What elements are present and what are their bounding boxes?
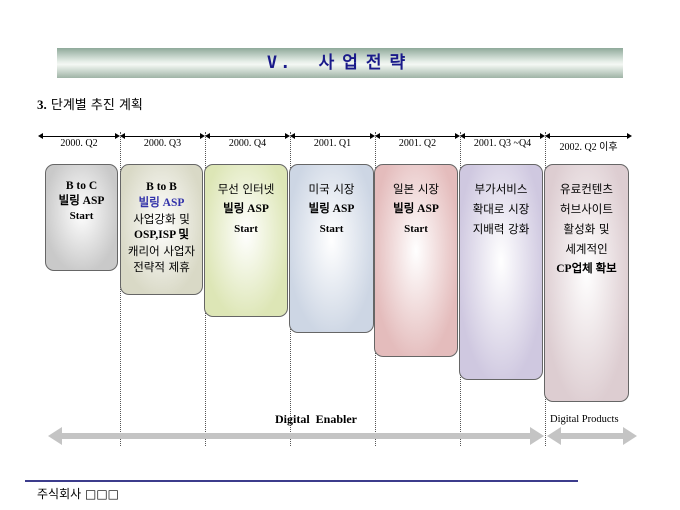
phase-box-line: 빌링 ASP (308, 203, 355, 215)
phase-box-line: CP업체 확보 (556, 263, 617, 275)
digital-products-arrow (547, 427, 637, 445)
phase-box: B to C 빌링 ASP Start (45, 164, 118, 271)
phase-box-line: Start (404, 223, 428, 235)
section-banner: V. 사업전략 (57, 48, 623, 78)
phase-box-line: 확대로 시장 (472, 202, 530, 216)
phase-box-line: Start (69, 210, 94, 222)
phase-box-line: OSP,ISP 및 (134, 229, 189, 241)
phase-box-line: Start (319, 223, 344, 235)
period-arrow (38, 133, 120, 139)
period-arrow (375, 133, 460, 139)
period-arrow (120, 133, 205, 139)
phase-box-line: 빌링 ASP (138, 197, 185, 209)
period-arrow (205, 133, 290, 139)
period-label: 2002. Q2 이후 (559, 142, 618, 153)
phase-box-line: 일본 시장 (393, 182, 439, 196)
period-arrow (290, 133, 375, 139)
chapter-numeral: V. (266, 53, 294, 73)
section-number: 3. (37, 97, 47, 112)
period-label: 2001. Q2 (398, 138, 437, 149)
phase-box-line: B to C (65, 180, 98, 192)
digital-enabler-label: Digital Enabler (275, 412, 358, 426)
phase-box-line: 허브사이트 (560, 202, 613, 216)
chapter-title: 사업전략 (318, 53, 414, 73)
footer-company: 주식회사 □□□ (37, 487, 119, 501)
phase-box-line: 사업강화 및 (133, 212, 190, 226)
phase-box-line: B to B (146, 181, 177, 193)
period-label: 2001. Q1 (313, 138, 352, 149)
phase-box-line: 부가서비스 (474, 182, 528, 196)
period-label: 2000. Q2 (60, 138, 98, 149)
digital-products-label: Digital Products (550, 414, 619, 425)
period-arrow (460, 133, 545, 139)
phase-box-line: 빌링 ASP (393, 203, 439, 215)
phase-box-line: 무선 인터넷 (217, 182, 275, 196)
phase-box-line: 세계적인 (565, 242, 608, 256)
phase-box-line: 빌링 ASP (58, 195, 105, 207)
period-label: 2001. Q3 ~Q4 (473, 138, 532, 149)
phase-box-line: 지배력 강화 (472, 222, 530, 236)
digital-enabler-arrow (48, 427, 544, 445)
phase-box-line: 전략적 제휴 (133, 260, 190, 274)
period-arrow (545, 133, 632, 139)
section-title: 단계별 추진 계획 (50, 98, 143, 113)
period-label: 2000. Q3 (143, 138, 182, 149)
footer-divider (25, 480, 578, 482)
phase-box-line: 미국 시장 (308, 182, 355, 196)
phase-box-line: 유료컨텐츠 (560, 182, 613, 196)
section-heading: 3. 단계별 추진 계획 (37, 94, 143, 113)
phase-box-line: Start (234, 223, 258, 235)
phase-box-line: 캐리어 사업자 (127, 244, 196, 258)
phase-box-line: 활성화 및 (563, 222, 610, 236)
phase-box-line: 빌링 ASP (223, 203, 269, 215)
period-label: 2000. Q4 (228, 138, 267, 149)
